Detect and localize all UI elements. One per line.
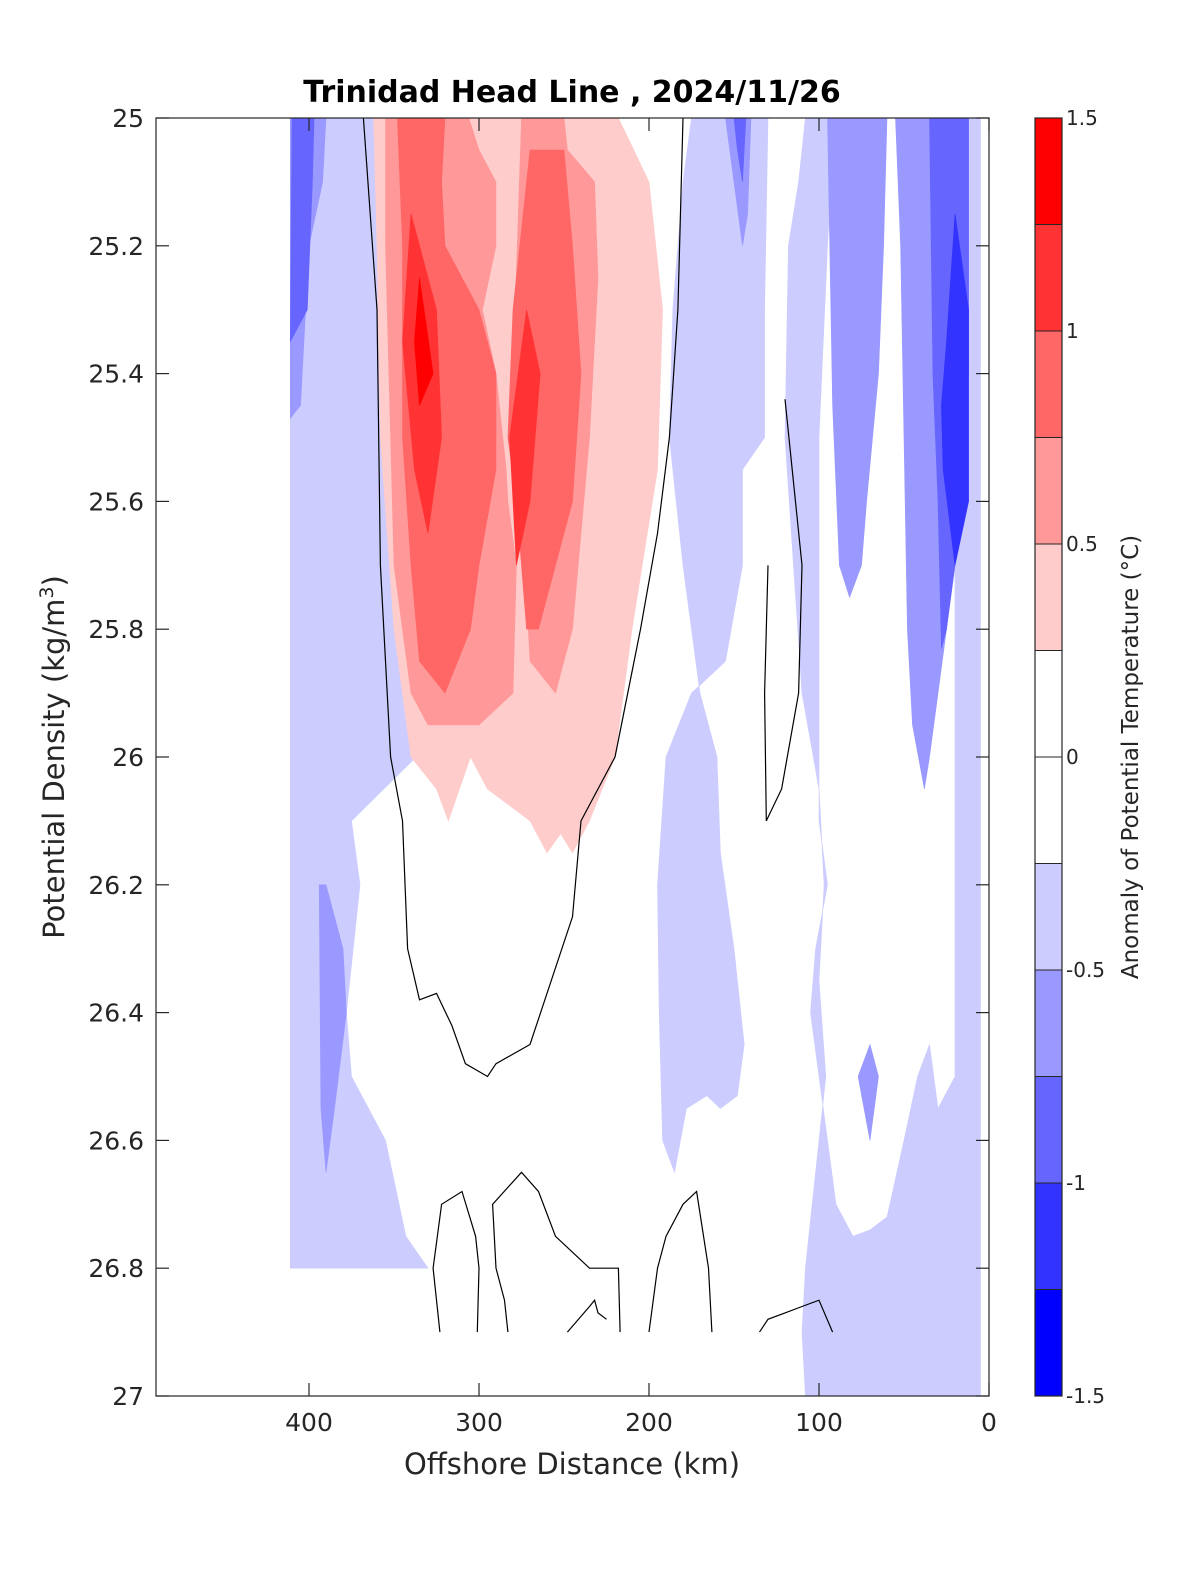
- y-axis-label: Potential Density (kg/m3): [36, 575, 71, 939]
- y-tick-label: 26: [112, 743, 144, 772]
- contour-region-19: [509, 309, 541, 566]
- contour-region-8: [857, 1043, 879, 1141]
- x-tick-label: 300: [455, 1408, 503, 1437]
- colorbar-swatch: [1035, 331, 1062, 438]
- colorbar-tick-label: -1: [1066, 1171, 1086, 1195]
- colorbar-tick-label: -1.5: [1066, 1384, 1105, 1408]
- colorbar-swatch: [1035, 224, 1062, 331]
- contour-region-6: [827, 118, 888, 599]
- colorbar-ticks: -1.5 -1 -0.5 0 0.5 1 1.5: [1066, 106, 1105, 1408]
- colorbar-swatch: [1035, 437, 1062, 544]
- colorbar-swatch: [1035, 1076, 1062, 1183]
- contour-line-5: [648, 1190, 713, 1333]
- contour-line-3: [491, 1171, 621, 1333]
- colorbar-tick-label: 0: [1066, 745, 1079, 769]
- contour-line-6: [759, 1299, 834, 1333]
- colorbar-swatch: [1035, 118, 1062, 225]
- colorbar-swatch: [1035, 757, 1062, 864]
- colorbar-swatch: [1035, 970, 1062, 1077]
- contour-region-5: [725, 118, 752, 246]
- y-tick-label: 26.8: [88, 1254, 144, 1283]
- x-axis-ticks: 400 300 200 100 0: [285, 118, 997, 1437]
- colorbar-tick-label: 1: [1066, 319, 1079, 343]
- contour-fills: [289, 118, 981, 1396]
- contour-line-4: [566, 1298, 607, 1333]
- y-tick-label: 27: [112, 1382, 144, 1411]
- contour-line-1: [763, 399, 803, 822]
- y-tick-label: 25.8: [88, 615, 144, 644]
- x-axis-label: Offshore Distance (km): [404, 1447, 740, 1481]
- colorbar-tick-label: 0.5: [1066, 532, 1098, 556]
- contour-region-20: [414, 277, 434, 406]
- y-tick-label: 25.6: [88, 487, 144, 516]
- colorbar: [1035, 118, 1062, 1396]
- colorbar-swatch: [1035, 863, 1062, 970]
- colorbar-frame: [1034, 117, 1063, 1397]
- x-tick-label: 200: [625, 1408, 673, 1437]
- zero-contour-lines: [362, 118, 834, 1333]
- contour-region-1: [657, 118, 769, 1174]
- colorbar-swatch: [1035, 1289, 1062, 1396]
- colorbar-label: Anomaly of Potential Temperature (°C): [1118, 535, 1144, 979]
- contour-region-10: [733, 118, 747, 182]
- colorbar-tick-label: -0.5: [1066, 958, 1105, 982]
- y-axis-ticks: 25 25.2 25.4 25.6 25.8 26 26.2 26.4 26.6 26.8 27: [88, 104, 989, 1411]
- x-tick-label: 400: [285, 1408, 333, 1437]
- chart-title: Trinidad Head Line , 2024/11/26: [303, 75, 840, 110]
- y-tick-label: 25: [112, 104, 144, 133]
- y-tick-label: 25.2: [88, 232, 144, 261]
- x-tick-label: 100: [795, 1408, 843, 1437]
- contour-line-0: [362, 118, 684, 1078]
- colorbar-tick-label: 1.5: [1066, 106, 1098, 130]
- colorbar-swatch: [1035, 544, 1062, 651]
- y-tick-label: 26.6: [88, 1126, 144, 1155]
- colorbar-swatch: [1035, 650, 1062, 757]
- colorbar-swatch: [1035, 1183, 1062, 1290]
- contour-region-9: [289, 118, 315, 342]
- y-tick-label: 26.2: [88, 871, 144, 900]
- y-tick-label: 25.4: [88, 360, 144, 389]
- contour-line-2: [432, 1190, 480, 1333]
- contour-region-3: [318, 884, 347, 1173]
- contour-region-12: [941, 213, 969, 566]
- y-tick-label: 26.4: [88, 999, 144, 1028]
- x-tick-label: 0: [981, 1408, 997, 1437]
